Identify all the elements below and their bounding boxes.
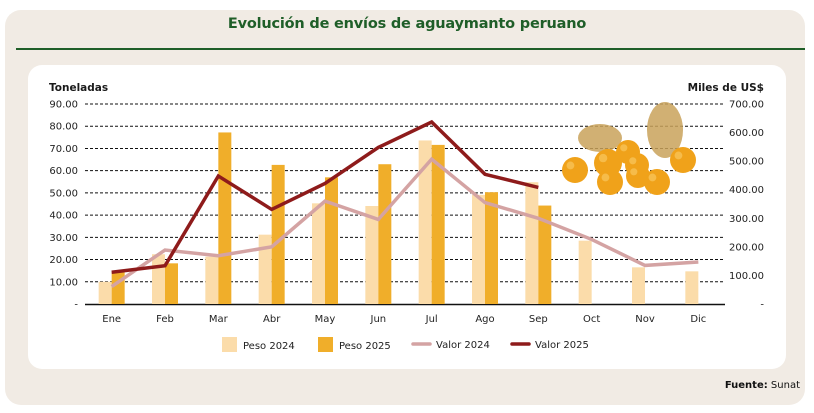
left-tick-label: 70.00 [49, 144, 78, 155]
bar-peso-2024 [152, 254, 165, 304]
berry-highlight [566, 161, 575, 170]
right-tick-label: 100.00 [729, 271, 764, 282]
x-tick-label: Mar [209, 314, 229, 325]
left-tick-label: - [74, 300, 78, 311]
right-tick-label: 700.00 [729, 100, 764, 111]
bar-peso-2024 [525, 182, 539, 304]
right-tick-label: 400.00 [729, 185, 764, 196]
x-tick-label: Ene [102, 314, 121, 325]
legend-label: Valor 2025 [535, 340, 589, 351]
bar-peso-2024 [685, 271, 699, 304]
left-tick-label: 50.00 [49, 188, 78, 199]
x-tick-label: Ago [475, 314, 494, 325]
right-tick-label: 600.00 [729, 128, 764, 139]
x-tick-label: Jun [370, 314, 387, 325]
berry-shape [597, 169, 623, 195]
berry-highlight [629, 157, 637, 165]
x-tick-label: May [315, 314, 336, 325]
source-label: Fuente: [724, 380, 768, 391]
bar-peso-2024 [365, 206, 379, 304]
right-tick-label: 200.00 [729, 242, 764, 253]
bar-peso-2025 [218, 132, 232, 304]
source-value: Sunat [770, 380, 800, 391]
berry-highlight [648, 173, 657, 182]
aguaymanto-fruit-image [562, 102, 696, 195]
left-tick-label: 10.00 [49, 277, 78, 288]
x-tick-label: Abr [263, 314, 281, 325]
berry-highlight [598, 153, 608, 163]
legend: Peso 2024 Peso 2025 Valor 2024 Valor 2025 [222, 337, 589, 352]
berry-highlight [674, 151, 683, 160]
bar-peso-2024 [258, 234, 272, 304]
bar-peso-2025 [378, 164, 392, 304]
bar-peso-2025 [485, 192, 498, 304]
x-tick-label: Oct [583, 314, 600, 325]
right-tick-label: 500.00 [729, 157, 764, 168]
husk-shape [647, 102, 683, 158]
title-divider [16, 48, 805, 50]
source-note: Fuente: Sunat [725, 380, 800, 391]
bar-peso-2025 [325, 177, 338, 304]
left-tick-label: 60.00 [49, 166, 78, 177]
left-tick-label: 90.00 [49, 100, 78, 111]
x-tick-label: Jul [425, 314, 438, 325]
left-tick-label: 20.00 [49, 255, 78, 266]
berry-highlight [630, 168, 638, 176]
right-tick-label: - [760, 300, 764, 311]
left-tick-label: 40.00 [49, 211, 78, 222]
right-tick-label: 300.00 [729, 214, 764, 225]
x-tick-label: Sep [529, 314, 548, 325]
x-tick-label: Dic [690, 314, 706, 325]
x-tick-label: Feb [156, 314, 174, 325]
bar-peso-2024 [472, 194, 485, 304]
left-axis-label: Toneladas [49, 82, 108, 94]
left-tick-label: 30.00 [49, 233, 78, 244]
line-valor-2025 [111, 119, 539, 275]
bar-peso-2025 [538, 205, 552, 304]
legend-swatch [318, 337, 333, 352]
bar-peso-2025 [431, 144, 445, 304]
bar-peso-2025 [165, 263, 178, 304]
bar-peso-2024 [205, 256, 219, 304]
right-axis-label: Miles de US$ [688, 82, 764, 94]
legend-swatch [222, 337, 237, 352]
husk-shape [578, 124, 622, 152]
bar-peso-2024 [418, 140, 432, 304]
legend-label: Peso 2025 [339, 341, 391, 352]
left-tick-label: 80.00 [49, 122, 78, 133]
berry-shape [670, 147, 696, 173]
line-valor-2024 [110, 156, 699, 289]
berry-shape [644, 169, 670, 195]
chart-title: Evolución de envíos de aguaymanto peruan… [227, 16, 587, 32]
berry-shape [562, 157, 588, 183]
bar-peso-2024 [632, 267, 645, 304]
bar-peso-2025 [271, 164, 285, 304]
berry-highlight [601, 173, 610, 182]
legend-label: Peso 2024 [243, 341, 295, 352]
legend-label: Valor 2024 [436, 340, 490, 351]
x-tick-label: Nov [635, 314, 655, 325]
berry-highlight [620, 144, 628, 152]
bar-peso-2024 [98, 281, 112, 304]
bar-peso-2024 [312, 203, 325, 304]
bar-peso-2024 [578, 240, 592, 304]
